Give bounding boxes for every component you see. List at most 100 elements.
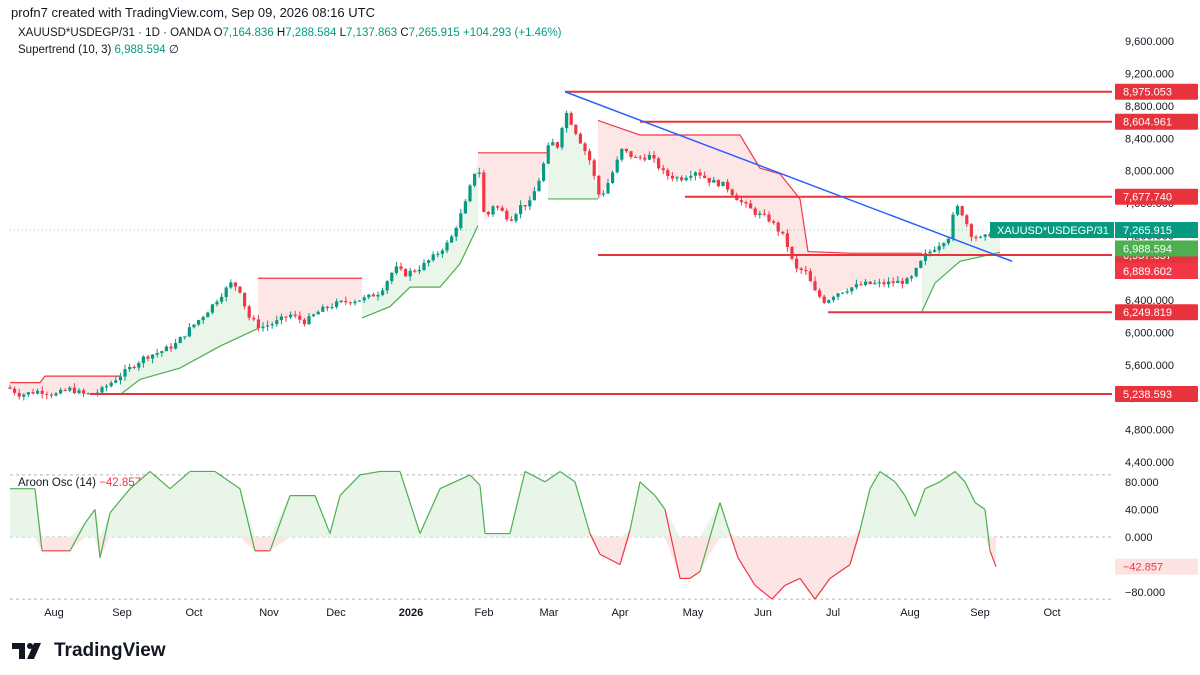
aroon-line-segment bbox=[439, 474, 471, 490]
candle-body bbox=[942, 243, 946, 247]
aroon-line-segment bbox=[129, 470, 151, 490]
candle-body bbox=[394, 266, 398, 273]
candle-body bbox=[275, 320, 279, 325]
aroon-line-segment bbox=[699, 502, 721, 572]
candle-body bbox=[739, 200, 743, 203]
candle-body bbox=[666, 170, 670, 176]
supertrend-line bbox=[10, 375, 120, 384]
candle-body bbox=[864, 281, 868, 285]
candle-body bbox=[804, 270, 808, 272]
candle-body bbox=[555, 142, 559, 148]
candle-body bbox=[790, 247, 794, 259]
symbol-name[interactable]: XAUUSD*USDEGP/31 · 1D · OANDA bbox=[18, 27, 211, 39]
aroon-line-segment bbox=[989, 550, 997, 567]
aroon-line-segment bbox=[814, 578, 831, 600]
price-tick-label: 4,400.000 bbox=[1125, 457, 1174, 469]
candle-body bbox=[215, 301, 219, 305]
candle-body bbox=[385, 281, 389, 291]
symbol-name-tag bbox=[990, 222, 1114, 239]
aroon-negative-fill bbox=[10, 537, 996, 600]
candle-body bbox=[174, 343, 178, 349]
supertrend-label: Supertrend (10, 3) bbox=[18, 44, 112, 56]
aroon-line-segment bbox=[799, 578, 816, 600]
candle-body bbox=[293, 314, 297, 316]
candle-body bbox=[845, 291, 849, 293]
aroon-line-segment bbox=[729, 533, 739, 558]
candle-body bbox=[243, 292, 247, 307]
aroon-line-segment bbox=[169, 470, 191, 490]
aroon-tick-label: 80.000 bbox=[1125, 477, 1159, 489]
candle-body bbox=[63, 389, 67, 391]
candle-body bbox=[969, 224, 973, 237]
candle-body bbox=[675, 177, 679, 179]
candle-body bbox=[887, 281, 891, 285]
candle-body bbox=[45, 393, 49, 395]
candle-body bbox=[77, 390, 81, 394]
candle-body bbox=[772, 221, 776, 223]
candle-body bbox=[371, 294, 375, 297]
candle-body bbox=[583, 143, 587, 152]
candle-body bbox=[597, 175, 601, 195]
candle-body bbox=[59, 389, 63, 394]
candle-body bbox=[86, 393, 90, 395]
price-tick-label: 5,600.000 bbox=[1125, 360, 1174, 372]
candle-body bbox=[509, 219, 513, 221]
candle-body bbox=[643, 157, 647, 160]
candle-body bbox=[339, 300, 343, 302]
aroon-tick-label: 0.000 bbox=[1125, 532, 1153, 544]
candle-body bbox=[896, 280, 900, 284]
candle-body bbox=[187, 327, 191, 337]
level-tag bbox=[1115, 188, 1198, 205]
candle-body bbox=[413, 270, 417, 272]
candle-body bbox=[17, 392, 21, 397]
tradingview-logo[interactable]: TradingView bbox=[12, 640, 166, 662]
candle-body bbox=[560, 128, 564, 148]
candle-body bbox=[118, 376, 122, 381]
aroon-tick-label: −80.000 bbox=[1125, 587, 1165, 599]
candle-body bbox=[114, 380, 118, 383]
candle-body bbox=[312, 314, 316, 317]
aroon-line-segment bbox=[914, 488, 926, 517]
level-tag-label: 8,604.961 bbox=[1123, 117, 1172, 129]
aroon-line-segment bbox=[689, 571, 701, 579]
change-value: +104.293 (+1.46%) bbox=[463, 27, 562, 39]
candle-body bbox=[381, 290, 385, 295]
candle-body bbox=[316, 311, 320, 315]
candle-body bbox=[813, 281, 817, 291]
open-value: 7,164.836 bbox=[222, 27, 274, 39]
supertrend-legend[interactable]: Supertrend (10, 3) 6,988.594 ∅ bbox=[18, 42, 179, 56]
candle-body bbox=[404, 269, 408, 277]
candle-body bbox=[49, 394, 53, 396]
candle-body bbox=[197, 320, 201, 325]
level-tag bbox=[1115, 83, 1198, 100]
candle-body bbox=[72, 387, 76, 394]
candle-body bbox=[634, 156, 638, 158]
candle-body bbox=[321, 306, 325, 312]
candle-body bbox=[546, 145, 550, 164]
high-label: H bbox=[276, 27, 286, 39]
candle-body bbox=[82, 390, 86, 394]
aroon-line-segment bbox=[239, 488, 256, 551]
candle-body bbox=[486, 211, 490, 215]
candle-body bbox=[523, 205, 527, 207]
candle-body bbox=[799, 268, 803, 271]
candle-body bbox=[703, 175, 707, 178]
supertrend-line bbox=[921, 251, 1001, 312]
candle-body bbox=[427, 260, 431, 263]
candle-body bbox=[169, 346, 173, 349]
candle-body bbox=[505, 210, 509, 220]
price-tick-label: 8,000.000 bbox=[1125, 166, 1174, 178]
time-tick-label: 2026 bbox=[399, 607, 423, 619]
candle-body bbox=[781, 231, 785, 234]
aroon-value-tag bbox=[1115, 558, 1198, 575]
candle-body bbox=[330, 306, 334, 309]
candle-body bbox=[128, 366, 132, 370]
candle-body bbox=[468, 185, 472, 202]
candle-body bbox=[183, 336, 187, 338]
aroon-layer bbox=[10, 470, 1112, 600]
aroon-line-segment bbox=[479, 485, 486, 534]
open-label: O bbox=[213, 27, 223, 39]
aroon-line-segment bbox=[574, 481, 591, 534]
aroon-legend[interactable]: Aroon Osc (14) −42.857 bbox=[18, 477, 141, 489]
